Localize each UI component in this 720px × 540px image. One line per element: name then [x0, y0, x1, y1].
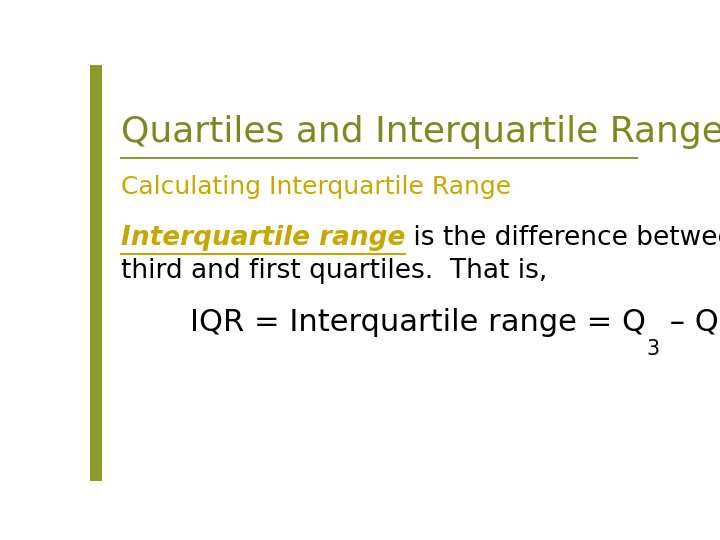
Text: third and first quartiles.  That is,: third and first quartiles. That is, — [121, 258, 547, 284]
Text: Calculating Interquartile Range: Calculating Interquartile Range — [121, 175, 510, 199]
Text: 1: 1 — [719, 339, 720, 359]
FancyBboxPatch shape — [90, 65, 102, 481]
Text: Interquartile range: Interquartile range — [121, 225, 405, 251]
Text: – Q: – Q — [660, 308, 719, 337]
Text: IQR = Interquartile range = Q: IQR = Interquartile range = Q — [190, 308, 647, 337]
Text: Quartiles and Interquartile Range: Quartiles and Interquartile Range — [121, 114, 720, 148]
Text: 3: 3 — [647, 339, 660, 359]
Text: is the difference between the: is the difference between the — [405, 225, 720, 251]
